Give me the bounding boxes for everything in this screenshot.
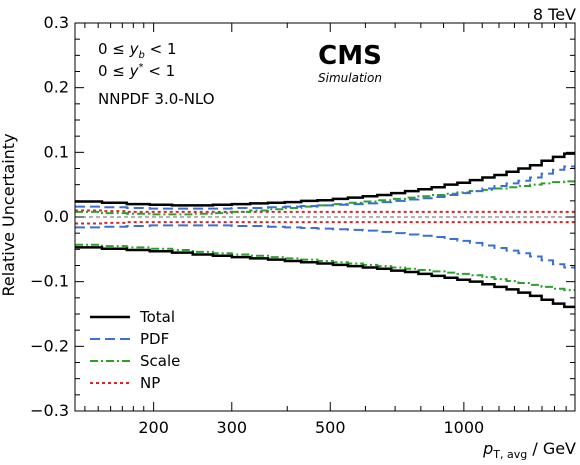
legend-label-total: Total [139,308,175,326]
series-np-upper [75,209,575,213]
series-pdf-upper [75,165,575,210]
annotation-ystar-range: 0 ≤ y* < 1 [98,62,175,80]
x-axis-title: pT, avg / GeV [482,439,576,461]
legend-label-pdf: PDF [140,330,169,348]
series-total-lower [75,246,575,309]
y-tick-label: 0.0 [44,207,69,226]
y-tick-label: −0.3 [30,401,69,420]
y-tick-label: 0.1 [44,142,69,161]
experiment-sublabel: Simulation [318,71,382,85]
experiment-label: CMS [318,41,382,71]
series-total-upper [75,152,575,207]
y-axis-title: Relative Uncertainty [0,133,18,296]
series-layer [75,152,575,309]
x-tick-label: 200 [138,418,169,437]
energy-label: 8 TeV [533,5,576,24]
y-tick-label: 0.3 [44,13,69,32]
x-tick-label: 1000 [443,418,484,437]
series-scale-upper [75,180,575,216]
legend: Total PDF Scale NP [90,308,180,392]
annotation-pdf-set: NNPDF 3.0-NLO [98,90,215,108]
legend-label-scale: Scale [140,352,180,370]
x-tick-label: 300 [217,418,248,437]
series-np-lower [75,221,575,225]
legend-label-np: NP [140,374,160,392]
series-scale-lower [75,243,575,292]
y-tick-label: −0.1 [30,272,69,291]
series-pdf-lower [75,224,575,269]
annotation-yb-range: 0 ≤ yb < 1 [98,40,177,61]
y-tick-label: 0.2 [44,78,69,97]
x-tick-label: 500 [315,418,346,437]
tick-layer: −0.3 −0.2 −0.1 0.0 0.1 0.2 0.3 200 300 500 1000 [30,13,575,437]
y-tick-label: −0.2 [30,336,69,355]
